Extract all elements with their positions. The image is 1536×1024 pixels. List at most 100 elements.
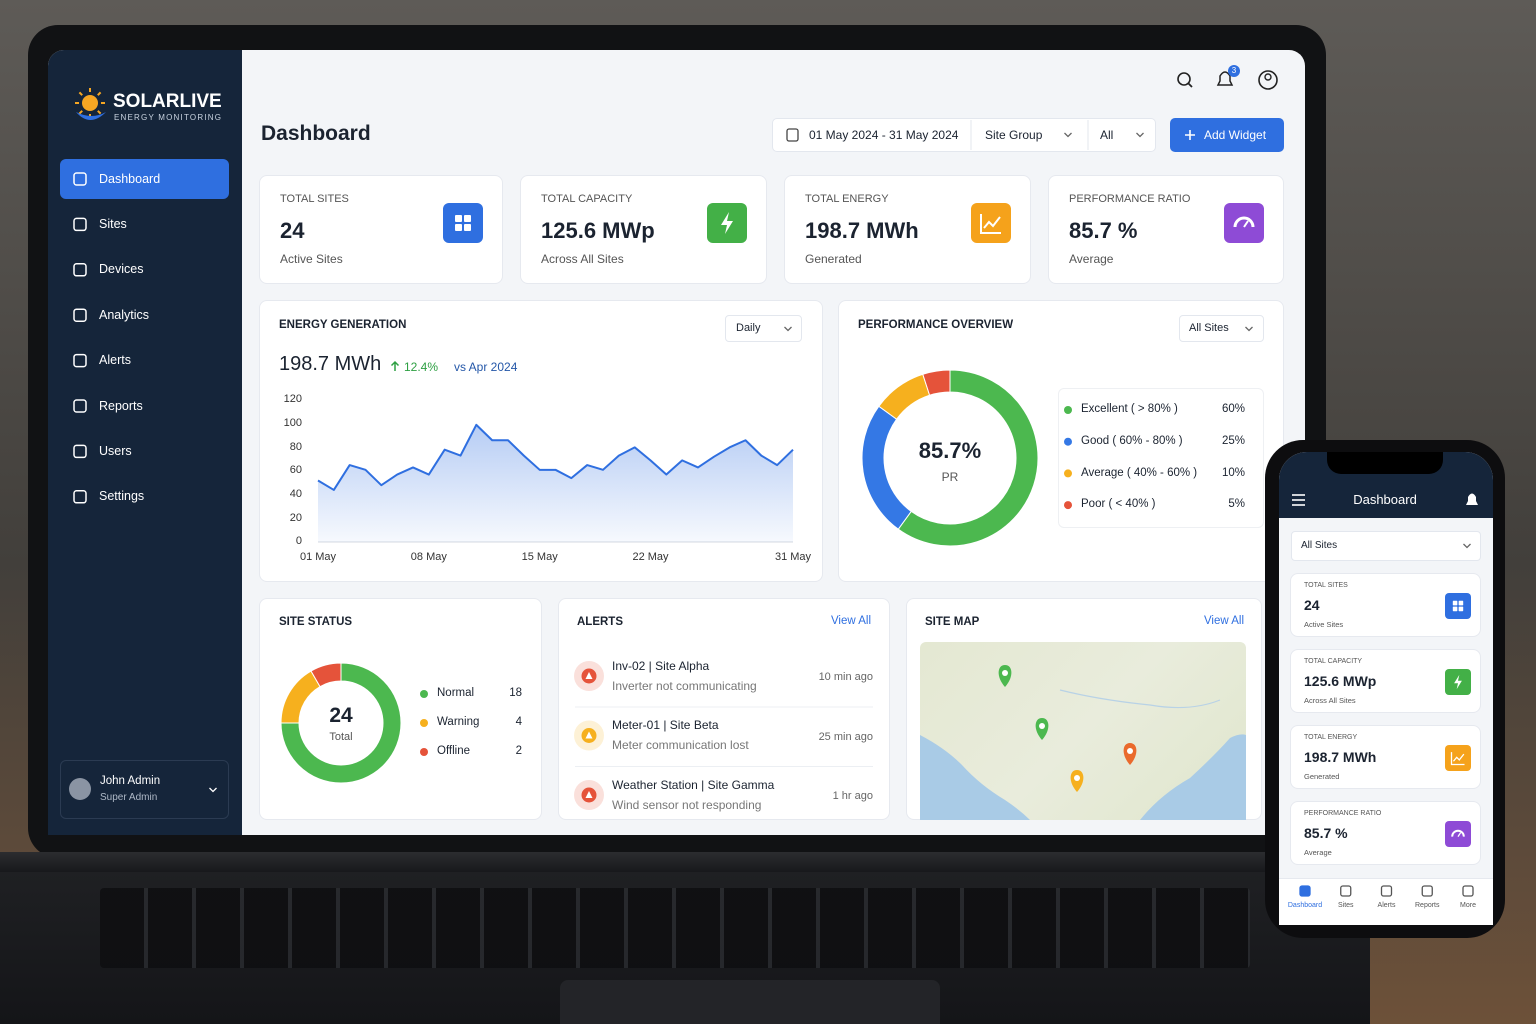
phone-nav-label: Reports <box>1414 901 1440 909</box>
y-tick-label: 0 <box>295 535 302 548</box>
donut-center-value: 24 <box>329 704 353 728</box>
donut-segment <box>310 662 342 688</box>
kpi-label: TOTAL SITES <box>280 193 349 206</box>
phone-notch <box>1327 452 1443 474</box>
logo-swoosh <box>76 112 106 120</box>
laptop-lip <box>0 852 1400 874</box>
logo-ray <box>97 91 102 96</box>
kpi-sub: Across All Sites <box>1304 695 1356 705</box>
kpi-sub: Generated <box>805 251 862 266</box>
legend-label: Warning <box>437 716 480 729</box>
chevron <box>1064 132 1072 138</box>
kpi-value: 198.7 MWh <box>1304 748 1377 765</box>
legend-value: 5% <box>1228 498 1245 511</box>
map-sea <box>1140 734 1246 820</box>
kpi-icon <box>1454 674 1462 690</box>
user-card[interactable] <box>60 760 229 819</box>
kpi-value: 24 <box>280 217 305 243</box>
logo-sun <box>82 95 98 111</box>
map-pin-dot <box>1002 670 1008 676</box>
phone-nav-label: More <box>1460 901 1476 909</box>
site-dropdown[interactable] <box>1179 315 1264 342</box>
series-line <box>317 423 794 491</box>
nav-label: Dashboard <box>99 171 161 186</box>
y-tick-label: 80 <box>289 440 302 453</box>
donut-segment <box>922 369 951 396</box>
nav-icon <box>73 444 87 459</box>
view-all-link[interactable]: View All <box>830 615 871 628</box>
alert-message: Meter communication lost <box>612 738 749 753</box>
view-all-link[interactable]: View All <box>1203 615 1244 628</box>
bell-icon <box>1216 71 1234 86</box>
up-arrow <box>390 360 400 371</box>
kpi-sub: Active Sites <box>280 251 343 266</box>
map-river <box>1059 689 1221 709</box>
x-tick-label: 01 May <box>299 551 337 564</box>
search-icon <box>1177 72 1191 86</box>
period-value: Daily <box>736 322 761 335</box>
kpi-icon <box>1458 600 1464 606</box>
nav-icon <box>73 263 87 277</box>
phone-filter[interactable] <box>1291 531 1481 561</box>
map-pin-dot <box>1039 723 1045 729</box>
donut-center-label: Total <box>329 731 353 744</box>
donut-segment <box>897 369 1039 547</box>
x-tick-label: 08 May <box>410 551 447 564</box>
kpi-icon <box>1458 606 1464 612</box>
kpi-icon <box>1243 220 1249 228</box>
legend-swatch <box>1064 406 1072 414</box>
legend-label: Normal <box>437 687 475 700</box>
kpi-label: TOTAL SITES <box>1304 581 1348 589</box>
phone-title: Dashboard <box>1353 492 1417 508</box>
nav-label: Alerts <box>99 353 131 368</box>
kpi-value: 85.7 % <box>1069 217 1138 243</box>
chevron <box>784 326 792 332</box>
kpi-icon <box>980 214 1001 234</box>
filter-bar[interactable] <box>772 118 1156 152</box>
legend-value: 4 <box>515 716 522 729</box>
nav-item[interactable] <box>60 159 229 199</box>
search-icon-handle <box>1187 82 1193 88</box>
card-title: SITE MAP <box>925 616 980 629</box>
phone-nav-label: Sites <box>1337 901 1354 909</box>
donut-center-value: 85.7% <box>918 437 982 463</box>
alert-time: 10 min ago <box>818 671 873 684</box>
kpi-label: PERFORMANCE RATIO <box>1304 809 1382 817</box>
legend-value: 10% <box>1221 466 1245 479</box>
nav-icon <box>73 217 87 232</box>
kpi-icon <box>983 216 1001 229</box>
add-widget-label: Add Widget <box>1204 127 1267 142</box>
legend-label: Average ( 40% - 60% ) <box>1081 466 1198 479</box>
legend-label: Excellent ( > 80% ) <box>1081 403 1178 416</box>
keyboard-keys <box>100 888 1250 968</box>
notification-count: 3 <box>1231 66 1237 76</box>
kpi-icon <box>455 215 462 222</box>
chevron <box>1136 132 1144 138</box>
phone-bell-icon <box>1466 493 1478 505</box>
alert-time: 25 min ago <box>818 730 873 743</box>
logo-ray <box>97 110 102 115</box>
kpi-sub: Average <box>1069 251 1114 266</box>
period-dropdown[interactable] <box>725 315 802 342</box>
map-pin-dot <box>1074 775 1080 781</box>
legend-label: Good ( 60% - 80% ) <box>1081 434 1183 447</box>
y-tick-label: 40 <box>289 488 302 501</box>
legend-value: 2 <box>515 745 522 758</box>
nav-icon <box>73 490 87 504</box>
avatar <box>69 778 91 800</box>
x-tick-label: 22 May <box>632 551 669 564</box>
date-range: 01 May 2024 - 31 May 2024 <box>809 127 959 142</box>
kpi-icon <box>464 215 471 222</box>
phone-nav-icon <box>1299 885 1311 897</box>
phone-filter-value: All Sites <box>1301 540 1338 551</box>
kpi-sub: Active Sites <box>1304 619 1344 629</box>
user-name: John Admin <box>100 775 161 788</box>
nav-label: Reports <box>99 398 143 413</box>
kpi-label: TOTAL ENERGY <box>805 193 889 206</box>
legend-value: 60% <box>1221 403 1245 416</box>
kpi-icon-tile <box>1445 593 1471 619</box>
kpi-icon <box>1452 606 1458 612</box>
donut-segment <box>280 662 402 784</box>
legend-label: Poor ( < 40% ) <box>1081 498 1156 511</box>
